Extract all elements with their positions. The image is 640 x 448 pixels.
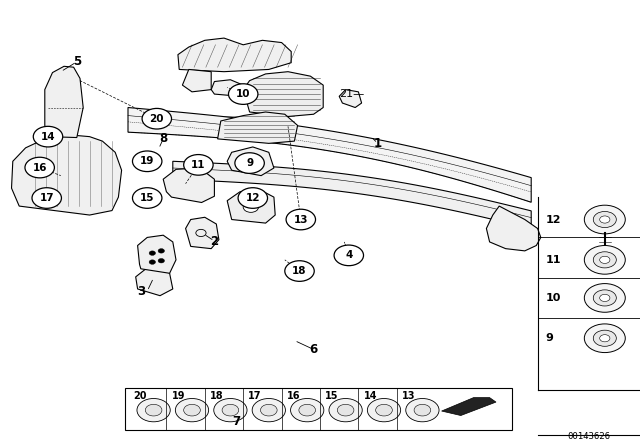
Circle shape: [25, 157, 54, 178]
Text: 13: 13: [402, 391, 415, 401]
Polygon shape: [243, 72, 323, 116]
Circle shape: [149, 260, 156, 264]
Polygon shape: [186, 217, 219, 249]
Circle shape: [184, 155, 213, 175]
Circle shape: [329, 399, 362, 422]
Circle shape: [33, 126, 63, 147]
Circle shape: [600, 335, 610, 342]
Text: 9: 9: [545, 333, 553, 343]
Text: 10: 10: [236, 89, 250, 99]
Text: 19: 19: [172, 391, 185, 401]
Circle shape: [376, 404, 392, 416]
Text: 3: 3: [137, 284, 145, 298]
Text: 13: 13: [294, 215, 308, 224]
Text: 15: 15: [140, 193, 154, 203]
Circle shape: [406, 399, 439, 422]
Circle shape: [593, 211, 616, 228]
Text: 18: 18: [292, 266, 307, 276]
Text: 18: 18: [210, 391, 223, 401]
Text: 19: 19: [140, 156, 154, 166]
Circle shape: [414, 404, 431, 416]
Polygon shape: [218, 112, 298, 143]
Polygon shape: [12, 134, 122, 215]
Circle shape: [222, 404, 239, 416]
Circle shape: [145, 404, 162, 416]
Text: 15: 15: [325, 391, 339, 401]
Text: 17: 17: [248, 391, 262, 401]
Text: 10: 10: [545, 293, 561, 303]
Circle shape: [584, 205, 625, 234]
Circle shape: [228, 84, 258, 104]
Text: 5: 5: [73, 55, 81, 69]
Circle shape: [260, 404, 277, 416]
Polygon shape: [138, 235, 176, 273]
Polygon shape: [211, 80, 243, 96]
Text: 16: 16: [33, 163, 47, 172]
Circle shape: [337, 404, 354, 416]
Circle shape: [32, 188, 61, 208]
Text: 6: 6: [310, 343, 317, 356]
Circle shape: [158, 258, 164, 263]
Circle shape: [184, 404, 200, 416]
Circle shape: [593, 252, 616, 268]
Polygon shape: [45, 66, 83, 138]
Polygon shape: [173, 161, 531, 229]
Circle shape: [286, 209, 316, 230]
Text: 4: 4: [345, 250, 353, 260]
Circle shape: [252, 399, 285, 422]
Text: 12: 12: [246, 193, 260, 203]
Polygon shape: [339, 90, 362, 108]
Text: 11: 11: [191, 160, 205, 170]
Text: 9: 9: [246, 158, 253, 168]
Circle shape: [593, 290, 616, 306]
Circle shape: [285, 261, 314, 281]
Polygon shape: [178, 38, 291, 72]
Circle shape: [600, 216, 610, 223]
Text: 00143626: 00143626: [567, 432, 611, 441]
Polygon shape: [128, 108, 531, 202]
Text: 16: 16: [287, 391, 300, 401]
Text: 17: 17: [40, 193, 54, 203]
Circle shape: [132, 151, 162, 172]
Circle shape: [584, 324, 625, 353]
Circle shape: [299, 404, 316, 416]
Circle shape: [175, 399, 209, 422]
Text: 2: 2: [211, 234, 218, 248]
Text: 20: 20: [150, 114, 164, 124]
Text: 8: 8: [159, 132, 167, 146]
Circle shape: [137, 399, 170, 422]
Circle shape: [584, 246, 625, 274]
Polygon shape: [227, 147, 274, 176]
Text: 7: 7: [233, 414, 241, 428]
Circle shape: [238, 188, 268, 208]
Circle shape: [593, 330, 616, 346]
Text: 20: 20: [133, 391, 147, 401]
Polygon shape: [227, 190, 275, 223]
Text: 12: 12: [545, 215, 561, 224]
Text: 21—: 21—: [339, 89, 364, 99]
Polygon shape: [136, 267, 173, 296]
Circle shape: [132, 188, 162, 208]
Text: 14: 14: [364, 391, 377, 401]
Circle shape: [600, 294, 610, 302]
Circle shape: [149, 251, 156, 255]
Polygon shape: [182, 69, 211, 92]
Bar: [125, 388, 512, 430]
Circle shape: [214, 399, 247, 422]
Circle shape: [142, 108, 172, 129]
Polygon shape: [163, 168, 214, 202]
Circle shape: [243, 202, 259, 212]
Circle shape: [600, 256, 610, 263]
Circle shape: [158, 249, 164, 253]
Circle shape: [291, 399, 324, 422]
Circle shape: [367, 399, 401, 422]
Circle shape: [584, 284, 625, 312]
Polygon shape: [486, 206, 541, 251]
Text: 1: 1: [374, 137, 381, 150]
Circle shape: [235, 153, 264, 173]
Circle shape: [334, 245, 364, 266]
Polygon shape: [442, 398, 496, 416]
Text: 11: 11: [545, 255, 561, 265]
Text: 14: 14: [41, 132, 55, 142]
